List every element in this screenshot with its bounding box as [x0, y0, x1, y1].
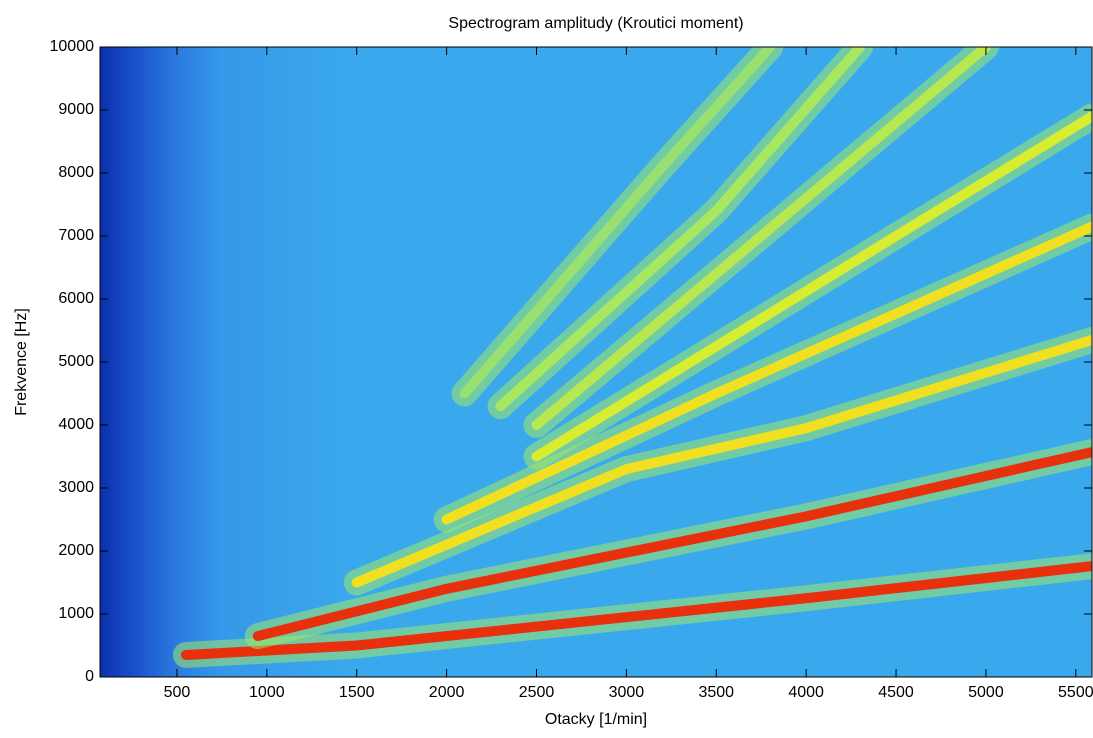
- y-tick-label: 5000: [58, 353, 94, 370]
- y-tick-label: 8000: [58, 164, 94, 181]
- ridge: [495, 47, 866, 412]
- ridge: [531, 111, 1092, 462]
- x-tick-label: 1000: [249, 684, 285, 701]
- y-tick-label: 0: [85, 668, 94, 685]
- y-tick-label: 4000: [58, 416, 94, 433]
- x-tick-label: 4000: [788, 684, 824, 701]
- x-tick-label: 5500: [1058, 684, 1093, 701]
- x-tick-label: 1500: [339, 684, 375, 701]
- y-tick-label: 7000: [58, 227, 94, 244]
- x-tick-label: 4500: [878, 684, 914, 701]
- ridge: [441, 221, 1092, 525]
- y-tick-label: 3000: [58, 479, 94, 496]
- ridge: [252, 447, 1092, 642]
- y-tick-label: 1000: [58, 605, 94, 622]
- y-tick-label: 9000: [58, 101, 94, 118]
- ridge: [531, 47, 991, 430]
- x-tick-label: 2000: [429, 684, 465, 701]
- x-axis-label: Otacky [1/min]: [545, 711, 647, 728]
- y-tick-label: 6000: [58, 290, 94, 307]
- y-tick-label: 10000: [50, 38, 95, 55]
- x-tick-label: 3000: [609, 684, 645, 701]
- ridge: [180, 561, 1092, 660]
- y-axis-label: Frekvence [Hz]: [13, 308, 30, 416]
- chart-title: Spectrogram amplitudy (Kroutici moment): [448, 15, 743, 32]
- y-tick-label: 2000: [58, 542, 94, 559]
- x-tick-label: 500: [164, 684, 191, 701]
- x-tick-label: 2500: [519, 684, 555, 701]
- x-tick-label: 5000: [968, 684, 1004, 701]
- ridge: [351, 334, 1092, 588]
- ridge: [459, 47, 776, 399]
- x-tick-label: 3500: [698, 684, 734, 701]
